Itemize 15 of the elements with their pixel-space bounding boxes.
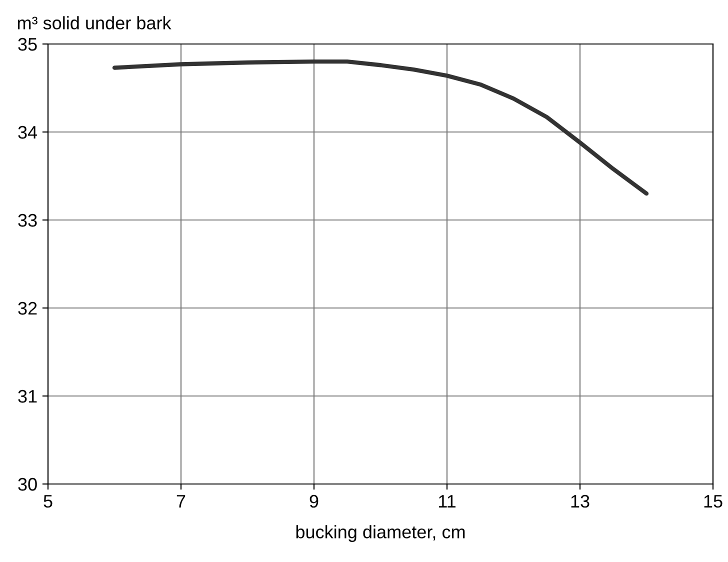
x-tick-label: 11 xyxy=(439,495,456,508)
y-tick-label: 31 xyxy=(18,390,37,403)
y-tick-label: 35 xyxy=(18,38,37,51)
y-tick-label: 33 xyxy=(18,214,37,227)
x-axis-title: bucking diameter, cm xyxy=(296,525,465,542)
x-tick-label: 5 xyxy=(44,495,52,508)
x-tick-label: 13 xyxy=(571,494,590,508)
y-tick-label: 30 xyxy=(18,478,37,491)
y-tick-label: 34 xyxy=(18,126,38,139)
y-axis-title: m³ solid under bark xyxy=(18,16,172,30)
line-series xyxy=(112,60,649,196)
x-tick-label: 9 xyxy=(310,494,318,508)
x-tick-label: 15 xyxy=(704,495,722,508)
y-tick-label: 32 xyxy=(18,302,37,315)
x-tick-label: 7 xyxy=(176,495,186,508)
